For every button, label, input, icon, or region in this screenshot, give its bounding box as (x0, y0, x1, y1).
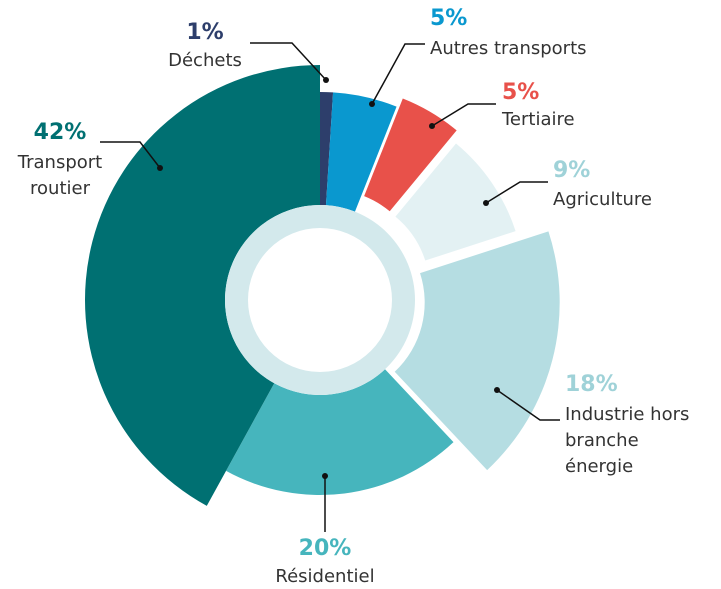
value-label: 5% (430, 6, 468, 31)
value-label: 18% (565, 372, 618, 397)
donut-segment (226, 369, 454, 496)
leader-line (485, 181, 548, 204)
category-label: Tertiaire (502, 109, 575, 130)
leader-line (250, 42, 327, 81)
value-label: 9% (553, 158, 591, 183)
leader-dot (322, 473, 328, 479)
value-label: 42% (33, 120, 87, 145)
donut-segment (394, 231, 560, 471)
category-label: Déchets (168, 50, 242, 71)
category-label: Transport routier (17, 152, 103, 199)
leader-dot (369, 101, 375, 107)
leader-line (431, 103, 496, 127)
value-label: 5% (502, 80, 540, 105)
leader-dot (483, 200, 489, 206)
donut-segment (395, 143, 516, 261)
donut-segment (84, 65, 320, 506)
center-hole (248, 228, 392, 372)
category-label: Industrie hors branche énergie (565, 404, 690, 477)
category-label: Résidentiel (275, 566, 375, 587)
donut-segment (320, 92, 334, 206)
leader-dot (157, 165, 163, 171)
leader-line (100, 141, 161, 169)
leader-dot (494, 387, 500, 393)
category-label: Autres transports (430, 38, 587, 59)
leader-dot (323, 77, 329, 83)
donut-segment (325, 92, 397, 212)
category-label: Agriculture (553, 189, 652, 210)
leader-line (496, 389, 560, 421)
leader-dot (429, 123, 435, 129)
leader-line (371, 43, 425, 105)
value-label: 1% (186, 20, 224, 45)
value-label: 20% (298, 536, 352, 561)
